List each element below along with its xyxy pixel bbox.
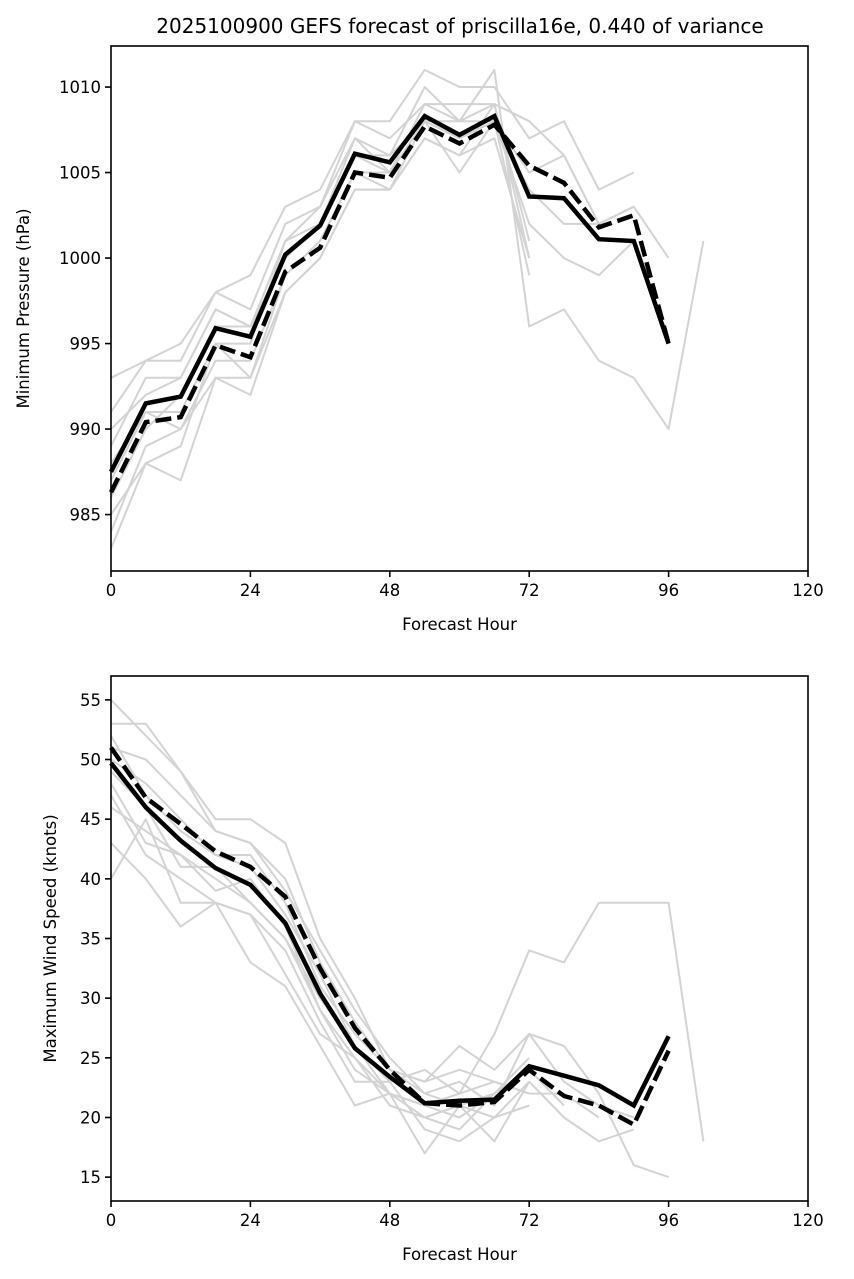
pressure-x-tick-label: 120 xyxy=(792,581,824,600)
wind-y-tick-label: 20 xyxy=(80,1108,101,1127)
pressure-x-axis-label: Forecast Hour xyxy=(402,615,517,634)
pressure-member-line xyxy=(110,103,531,464)
pressure-y-tick-label: 985 xyxy=(70,506,102,525)
wind-y-tick-label: 40 xyxy=(80,870,101,889)
pressure-y-tick-label: 1000 xyxy=(59,249,101,268)
pressure-y-tick-label: 1005 xyxy=(59,164,101,183)
pressure-x-tick-label: 72 xyxy=(519,581,540,600)
wind-y-tick-label: 50 xyxy=(80,751,101,770)
pressure-member-line xyxy=(110,103,531,516)
wind-y-tick-label: 15 xyxy=(80,1168,101,1187)
wind-x-tick-label: 96 xyxy=(658,1211,679,1230)
wind-series-lines xyxy=(109,746,671,1128)
wind-y-tick-label: 55 xyxy=(80,691,101,710)
pressure-member-line xyxy=(110,120,635,550)
wind-y-ticks: 15 20 25 30 35 40 45 50 55 xyxy=(80,691,111,1187)
wind-x-tick-label: 0 xyxy=(106,1211,117,1230)
wind-panel: 0 24 48 72 96 120 15 20 25 30 35 40 45 50 55 Forecast… xyxy=(41,675,824,1264)
wind-plot-frame xyxy=(110,675,809,1202)
wind-ensemble-mean-line xyxy=(109,761,671,1109)
pressure-x-ticks: 0 24 48 72 96 120 xyxy=(106,571,824,600)
pressure-x-tick-label: 96 xyxy=(658,581,679,600)
wind-y-tick-label: 25 xyxy=(80,1049,101,1068)
wind-member-line xyxy=(110,758,530,1095)
pressure-y-tick-label: 990 xyxy=(70,420,102,439)
pressure-plot-frame xyxy=(110,45,809,572)
wind-x-tick-label: 24 xyxy=(240,1211,261,1230)
wind-x-tick-label: 48 xyxy=(379,1211,400,1230)
pressure-y-tick-label: 1010 xyxy=(59,78,101,97)
wind-member-line xyxy=(110,794,600,1119)
figure-title: 2025100900 GEFS forecast of priscilla16e… xyxy=(156,14,763,38)
pressure-ensemble-mean-line xyxy=(108,112,671,473)
pressure-x-tick-label: 0 xyxy=(106,581,117,600)
pressure-member-line xyxy=(110,120,531,498)
pressure-x-tick-label: 24 xyxy=(240,581,261,600)
pressure-member-line xyxy=(110,120,635,481)
pressure-eof-reconstruction-line xyxy=(108,121,671,494)
wind-eof-reconstruction-line xyxy=(109,746,671,1128)
pressure-member-line xyxy=(110,137,531,533)
wind-x-axis-label: Forecast Hour xyxy=(402,1245,517,1264)
wind-member-line xyxy=(110,818,530,1131)
wind-x-tick-label: 120 xyxy=(792,1211,824,1230)
pressure-x-tick-label: 48 xyxy=(379,581,400,600)
pressure-y-axis-label: Minimum Pressure (hPa) xyxy=(14,208,33,408)
wind-x-tick-label: 72 xyxy=(519,1211,540,1230)
wind-member-line xyxy=(110,735,530,1143)
wind-x-ticks: 0 24 48 72 96 120 xyxy=(106,1201,824,1230)
pressure-member-line xyxy=(110,120,600,430)
pressure-series-lines xyxy=(108,112,671,494)
wind-y-tick-label: 30 xyxy=(80,989,101,1008)
pressure-panel: 0 24 48 72 96 120 985 990 995 1000 1005 1010 Forec… xyxy=(14,45,824,634)
pressure-y-tick-label: 995 xyxy=(70,335,102,354)
wind-member-lines xyxy=(110,699,705,1179)
wind-y-tick-label: 45 xyxy=(80,810,101,829)
pressure-member-line xyxy=(110,68,635,379)
wind-member-line xyxy=(110,842,635,1155)
wind-member-line xyxy=(110,746,530,1119)
wind-y-axis-label: Maximum Wind Speed (knots) xyxy=(41,814,60,1062)
wind-y-tick-label: 35 xyxy=(80,930,101,949)
pressure-y-ticks: 985 990 995 1000 1005 1010 xyxy=(59,78,111,525)
